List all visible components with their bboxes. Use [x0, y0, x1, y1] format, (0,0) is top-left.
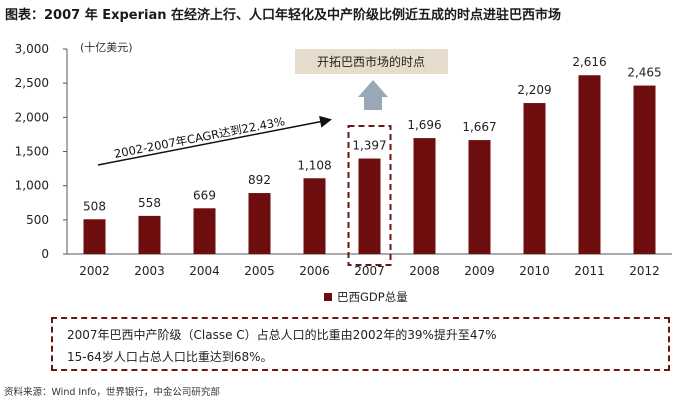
value-label-2007: 1,397: [352, 139, 386, 153]
value-label-2004: 669: [193, 188, 216, 202]
value-label-2008: 1,696: [407, 118, 441, 132]
x-tick-label-2002: 2002: [79, 264, 110, 278]
x-tick-label-2011: 2011: [574, 264, 605, 278]
note-line-1: 2007年巴西中产阶级（Classe C）占总人口的比重由2002年的39%提升…: [67, 328, 497, 342]
y-tick-label: 500: [26, 213, 49, 227]
y-tick-label: 0: [41, 247, 49, 261]
bar-2003: [138, 215, 161, 254]
callout-box: [295, 49, 448, 74]
x-tick-label-2007: 2007: [354, 264, 385, 278]
y-tick-label: 3,000: [15, 42, 49, 56]
value-label-2003: 558: [138, 196, 161, 210]
x-tick-label-2004: 2004: [189, 264, 220, 278]
y-unit-label: (十亿美元): [80, 40, 133, 54]
x-tick-label-2009: 2009: [464, 264, 495, 278]
y-tick-label: 2,500: [15, 76, 49, 90]
bar-2002: [83, 219, 106, 254]
bar-2009: [468, 140, 491, 254]
bar-2006: [303, 178, 326, 254]
value-label-2011: 2,616: [572, 55, 606, 69]
bar-2007: [358, 158, 381, 254]
x-tick-label-2008: 2008: [409, 264, 440, 278]
bar-2008: [413, 138, 436, 254]
x-tick-label-2010: 2010: [519, 264, 550, 278]
x-tick-label-2012: 2012: [629, 264, 660, 278]
cagr-arrow: [97, 115, 332, 166]
x-tick-label-2006: 2006: [299, 264, 330, 278]
cagr-annotation: 2002-2007年CAGR达到22.43%: [113, 114, 286, 161]
legend-swatch: [324, 293, 332, 301]
note-box: 2007年巴西中产阶级（Classe C）占总人口的比重由2002年的39%提升…: [51, 317, 670, 371]
value-label-2009: 1,667: [462, 120, 496, 134]
value-label-2002: 508: [83, 199, 106, 213]
bar-2011: [578, 75, 601, 255]
y-tick-label: 1,500: [15, 145, 49, 159]
x-tick-label-2003: 2003: [134, 264, 165, 278]
note-line-2: 15-64岁人口占总人口比重达到68%。: [67, 350, 273, 364]
bar-2004: [193, 208, 216, 254]
y-tick-label: 1,000: [15, 179, 49, 193]
bar-2010: [523, 103, 546, 254]
value-label-2006: 1,108: [297, 158, 331, 172]
highlight-2007-box: [347, 125, 392, 266]
up-arrow-icon: [358, 80, 388, 110]
bar-2005: [248, 193, 271, 254]
legend-label: 巴西GDP总量: [337, 290, 408, 304]
chart-title: 图表：2007 年 Experian 在经济上行、人口年轻化及中产阶级比例近五成…: [5, 8, 562, 23]
source-note: 资料来源：Wind Info，世界银行，中金公司研究部: [4, 387, 220, 398]
bar-2012: [633, 85, 656, 254]
value-label-2012: 2,465: [627, 66, 661, 80]
x-tick-label-2005: 2005: [244, 264, 275, 278]
callout-text: 开拓巴西市场的时点: [317, 54, 425, 69]
y-tick-label: 2,000: [15, 110, 49, 124]
value-label-2005: 892: [248, 173, 271, 187]
value-label-2010: 2,209: [517, 83, 551, 97]
